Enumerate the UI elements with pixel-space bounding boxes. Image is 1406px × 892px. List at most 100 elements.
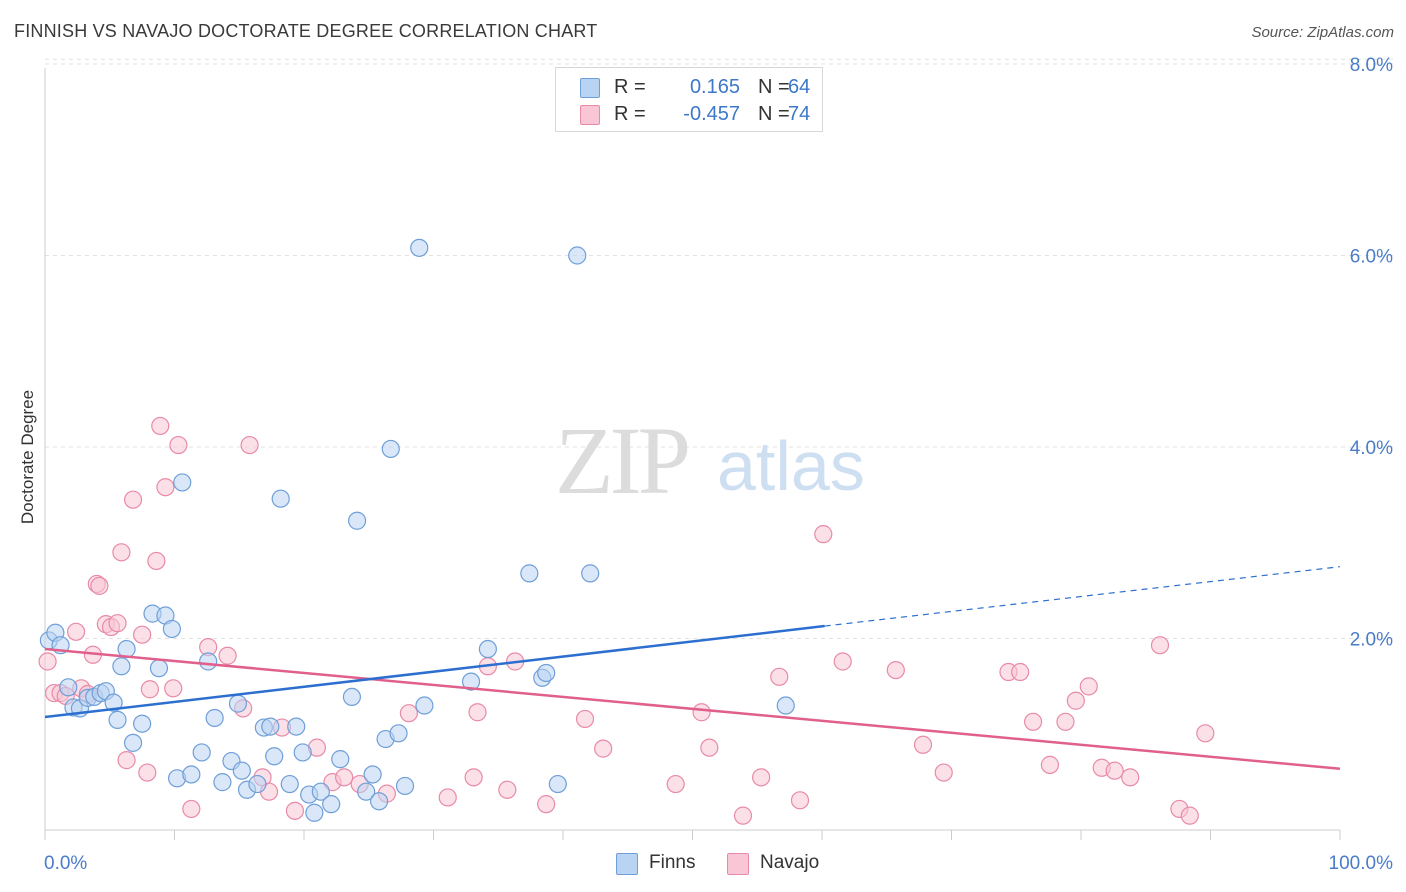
navajo-point — [117, 751, 136, 770]
finns-point — [123, 733, 143, 752]
finns-point — [389, 724, 408, 743]
navajo-point — [156, 478, 175, 497]
navajo-point — [537, 795, 556, 814]
finns-n-label: N = — [758, 76, 790, 98]
finns-trend-line — [44, 624, 825, 719]
navajo-legend-swatch — [727, 853, 749, 875]
gridlines — [45, 58, 1395, 639]
navajo-point — [399, 704, 418, 723]
navajo-swatch — [580, 105, 600, 125]
finns-point — [112, 657, 131, 676]
y-tick-label: 2.0% — [1350, 630, 1393, 651]
finns-point — [410, 238, 429, 257]
finns-point — [59, 678, 78, 697]
finns-point — [568, 246, 587, 265]
navajo-point — [934, 763, 953, 782]
navajo-point — [138, 763, 157, 782]
finns-point — [265, 747, 284, 766]
finns-n-value: 64 — [788, 76, 811, 98]
navajo-point — [66, 622, 86, 641]
navajo-point — [464, 768, 483, 787]
navajo-point — [164, 679, 183, 698]
finns-point — [133, 714, 152, 733]
finns-point — [461, 672, 481, 691]
navajo-point — [1056, 712, 1075, 731]
finns-point — [205, 708, 224, 728]
finns-point — [342, 687, 362, 707]
navajo-point — [1066, 691, 1085, 710]
navajo-point — [498, 780, 517, 799]
finns-legend-swatch — [616, 853, 638, 875]
navajo-point — [38, 652, 57, 671]
finns-point — [280, 774, 299, 794]
finns-points — [39, 238, 795, 822]
navajo-point — [692, 703, 711, 722]
finns-point — [776, 696, 795, 715]
finns-point — [192, 743, 211, 762]
finns-point — [104, 693, 123, 712]
finns-point — [305, 803, 324, 822]
navajo-point — [886, 660, 905, 680]
navajo-point — [770, 667, 789, 686]
y-tick-label: 6.0% — [1350, 247, 1393, 268]
navajo-point — [814, 525, 833, 544]
navajo-point — [575, 709, 595, 729]
navajo-point — [133, 625, 152, 644]
navajo-point — [468, 703, 487, 722]
navajo-point — [169, 435, 188, 455]
watermark-atlas: atlas — [717, 427, 865, 505]
navajo-point — [790, 791, 810, 810]
navajo-point — [335, 768, 354, 787]
finns-point — [415, 696, 434, 715]
finns-point — [548, 774, 567, 794]
navajo-point — [1121, 768, 1140, 787]
y-tick-label: 8.0% — [1350, 55, 1393, 76]
navajo-r-label: R = — [614, 103, 646, 125]
finns-point — [370, 792, 389, 811]
finns-point — [271, 489, 290, 508]
correlation-legend: R = 0.165 N = 64 R = -0.457 N = 74 — [555, 67, 823, 132]
navajo-point — [151, 416, 170, 436]
finns-point — [395, 776, 415, 796]
finns-point — [213, 773, 232, 792]
finns-point — [228, 694, 248, 713]
trend-lines — [44, 566, 1341, 770]
navajo-n-label: N = — [758, 103, 790, 125]
finns-point — [287, 717, 306, 736]
finns-point — [331, 750, 350, 769]
navajo-points — [38, 416, 1215, 825]
finns-point — [162, 619, 182, 639]
finns-point — [293, 743, 312, 762]
navajo-point — [112, 543, 131, 562]
chart-title: FINNISH VS NAVAJO DOCTORATE DEGREE CORRE… — [14, 21, 598, 41]
finns-point — [261, 717, 280, 736]
watermark: ZIP atlas — [555, 407, 865, 514]
navajo-point — [438, 788, 457, 807]
finns-point — [581, 564, 600, 583]
finns-point — [363, 765, 382, 784]
finns-point — [537, 663, 556, 683]
finns-point — [520, 564, 539, 583]
navajo-point — [240, 435, 259, 455]
finns-point — [248, 774, 267, 794]
finns-point — [199, 652, 218, 671]
navajo-point — [1011, 662, 1030, 682]
finns-point — [381, 439, 400, 459]
finns-point — [322, 795, 341, 814]
navajo-point — [140, 680, 159, 699]
navajo-point — [594, 739, 613, 758]
finns-point — [311, 782, 330, 801]
finns-point — [108, 710, 127, 729]
finns-point — [173, 473, 192, 492]
y-tick-label: 4.0% — [1350, 438, 1393, 459]
navajo-point — [833, 652, 852, 671]
navajo-point — [147, 551, 166, 571]
x-ticks — [44, 830, 1341, 840]
navajo-point — [1079, 677, 1098, 696]
finns-legend-label: Finns — [649, 852, 696, 873]
y-tick-labels: 2.0% 4.0% 6.0% 8.0% — [1350, 55, 1393, 651]
navajo-point — [1023, 712, 1043, 731]
navajo-point — [733, 806, 753, 825]
x-tick-label-max: 100.0% — [1329, 853, 1394, 874]
